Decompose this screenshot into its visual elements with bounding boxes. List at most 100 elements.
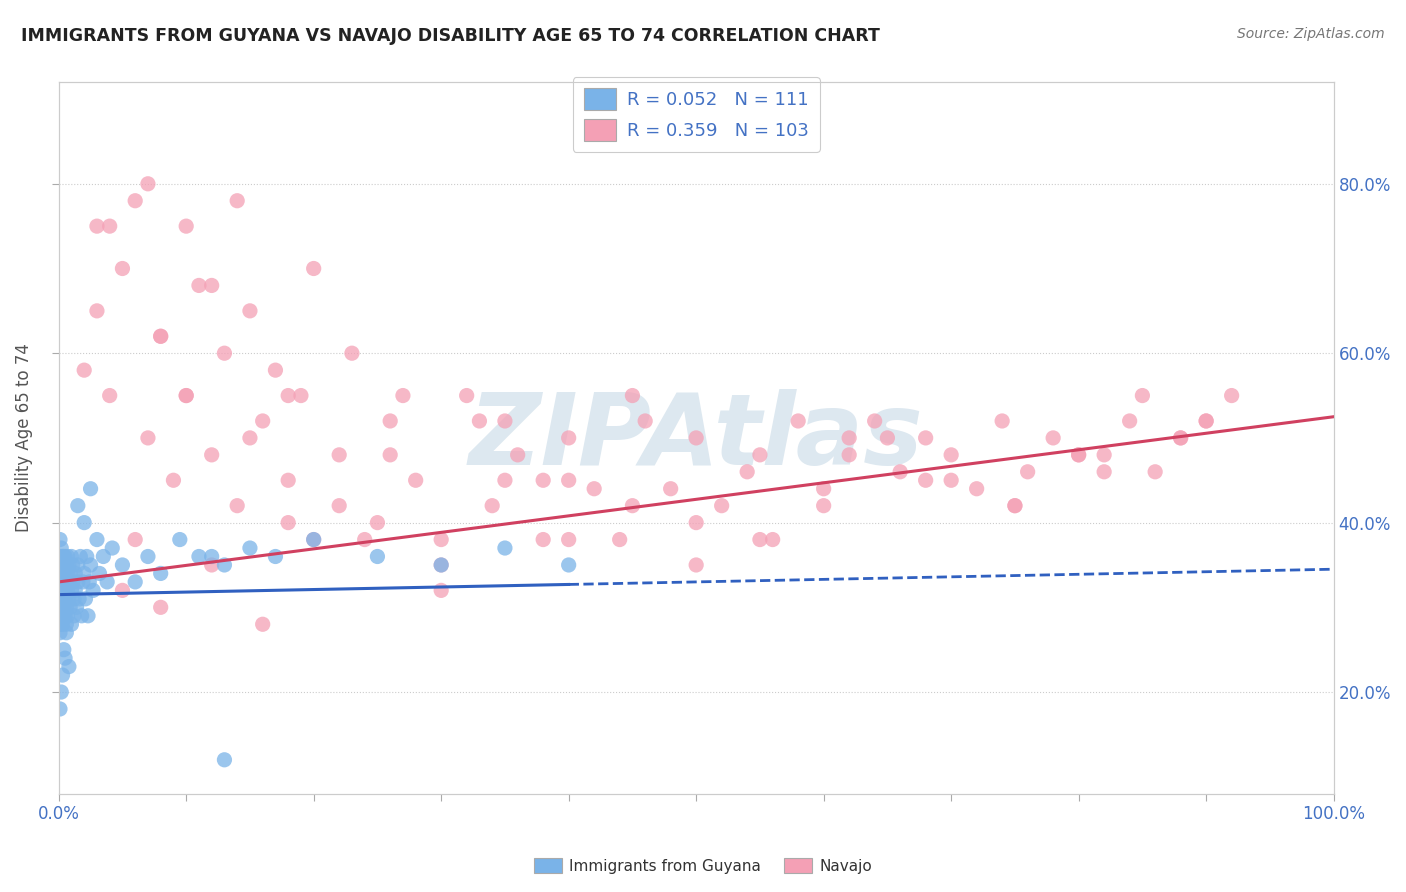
Point bbox=[49, 600, 72, 615]
Point bbox=[1067, 448, 1090, 462]
Point bbox=[1004, 499, 1026, 513]
Point bbox=[239, 303, 262, 318]
Point bbox=[290, 388, 312, 402]
Point bbox=[1017, 465, 1039, 479]
Point bbox=[430, 533, 453, 547]
Point bbox=[214, 558, 236, 572]
Point bbox=[136, 177, 159, 191]
Point bbox=[340, 346, 363, 360]
Point bbox=[66, 499, 89, 513]
Point bbox=[277, 473, 299, 487]
Text: ZIPAtlas: ZIPAtlas bbox=[468, 390, 924, 486]
Point bbox=[55, 558, 77, 572]
Point bbox=[73, 363, 96, 377]
Point bbox=[659, 482, 682, 496]
Point bbox=[91, 549, 114, 564]
Point bbox=[366, 549, 388, 564]
Point bbox=[353, 533, 375, 547]
Point bbox=[1004, 499, 1026, 513]
Point bbox=[55, 600, 77, 615]
Point bbox=[51, 617, 73, 632]
Point bbox=[531, 533, 554, 547]
Y-axis label: Disability Age 65 to 74: Disability Age 65 to 74 bbox=[15, 343, 32, 533]
Point bbox=[51, 617, 73, 632]
Point bbox=[55, 574, 77, 589]
Point bbox=[51, 685, 73, 699]
Point bbox=[748, 533, 770, 547]
Point bbox=[66, 574, 89, 589]
Point bbox=[1092, 465, 1115, 479]
Point bbox=[48, 558, 70, 572]
Point bbox=[1067, 448, 1090, 462]
Point bbox=[98, 388, 121, 402]
Point bbox=[69, 549, 91, 564]
Point bbox=[58, 558, 80, 572]
Text: Source: ZipAtlas.com: Source: ZipAtlas.com bbox=[1237, 27, 1385, 41]
Point bbox=[63, 608, 86, 623]
Point bbox=[52, 591, 75, 606]
Point bbox=[1170, 431, 1192, 445]
Point bbox=[58, 574, 80, 589]
Point bbox=[405, 473, 427, 487]
Point bbox=[1132, 388, 1154, 402]
Point bbox=[494, 473, 516, 487]
Point bbox=[169, 533, 191, 547]
Point bbox=[73, 566, 96, 581]
Point bbox=[63, 591, 86, 606]
Point bbox=[60, 617, 83, 632]
Point bbox=[48, 574, 70, 589]
Point bbox=[58, 659, 80, 673]
Point bbox=[966, 482, 988, 496]
Point bbox=[59, 600, 82, 615]
Point bbox=[72, 574, 94, 589]
Point bbox=[48, 617, 70, 632]
Point bbox=[86, 303, 108, 318]
Point bbox=[49, 558, 72, 572]
Point bbox=[149, 329, 172, 343]
Point bbox=[65, 600, 87, 615]
Point bbox=[51, 549, 73, 564]
Point bbox=[621, 388, 644, 402]
Point bbox=[111, 261, 134, 276]
Point bbox=[65, 566, 87, 581]
Point bbox=[49, 608, 72, 623]
Point bbox=[86, 533, 108, 547]
Point bbox=[214, 753, 236, 767]
Point bbox=[51, 566, 73, 581]
Point bbox=[60, 583, 83, 598]
Point bbox=[557, 431, 579, 445]
Point bbox=[49, 549, 72, 564]
Point bbox=[51, 591, 73, 606]
Point bbox=[89, 566, 111, 581]
Point bbox=[264, 363, 287, 377]
Point bbox=[53, 549, 76, 564]
Point bbox=[277, 516, 299, 530]
Point bbox=[58, 591, 80, 606]
Point bbox=[51, 608, 73, 623]
Point bbox=[876, 431, 898, 445]
Point bbox=[863, 414, 886, 428]
Point bbox=[634, 414, 657, 428]
Point bbox=[991, 414, 1014, 428]
Point bbox=[49, 574, 72, 589]
Point bbox=[52, 600, 75, 615]
Point bbox=[494, 414, 516, 428]
Point bbox=[685, 431, 707, 445]
Point bbox=[51, 558, 73, 572]
Point bbox=[49, 566, 72, 581]
Point bbox=[252, 414, 274, 428]
Point bbox=[70, 608, 93, 623]
Point bbox=[55, 625, 77, 640]
Point bbox=[136, 431, 159, 445]
Point bbox=[685, 558, 707, 572]
Point bbox=[201, 448, 224, 462]
Point bbox=[67, 591, 90, 606]
Point bbox=[735, 465, 758, 479]
Point bbox=[48, 600, 70, 615]
Point bbox=[136, 549, 159, 564]
Point bbox=[149, 329, 172, 343]
Point bbox=[51, 558, 73, 572]
Point bbox=[53, 591, 76, 606]
Point bbox=[1170, 431, 1192, 445]
Point bbox=[49, 625, 72, 640]
